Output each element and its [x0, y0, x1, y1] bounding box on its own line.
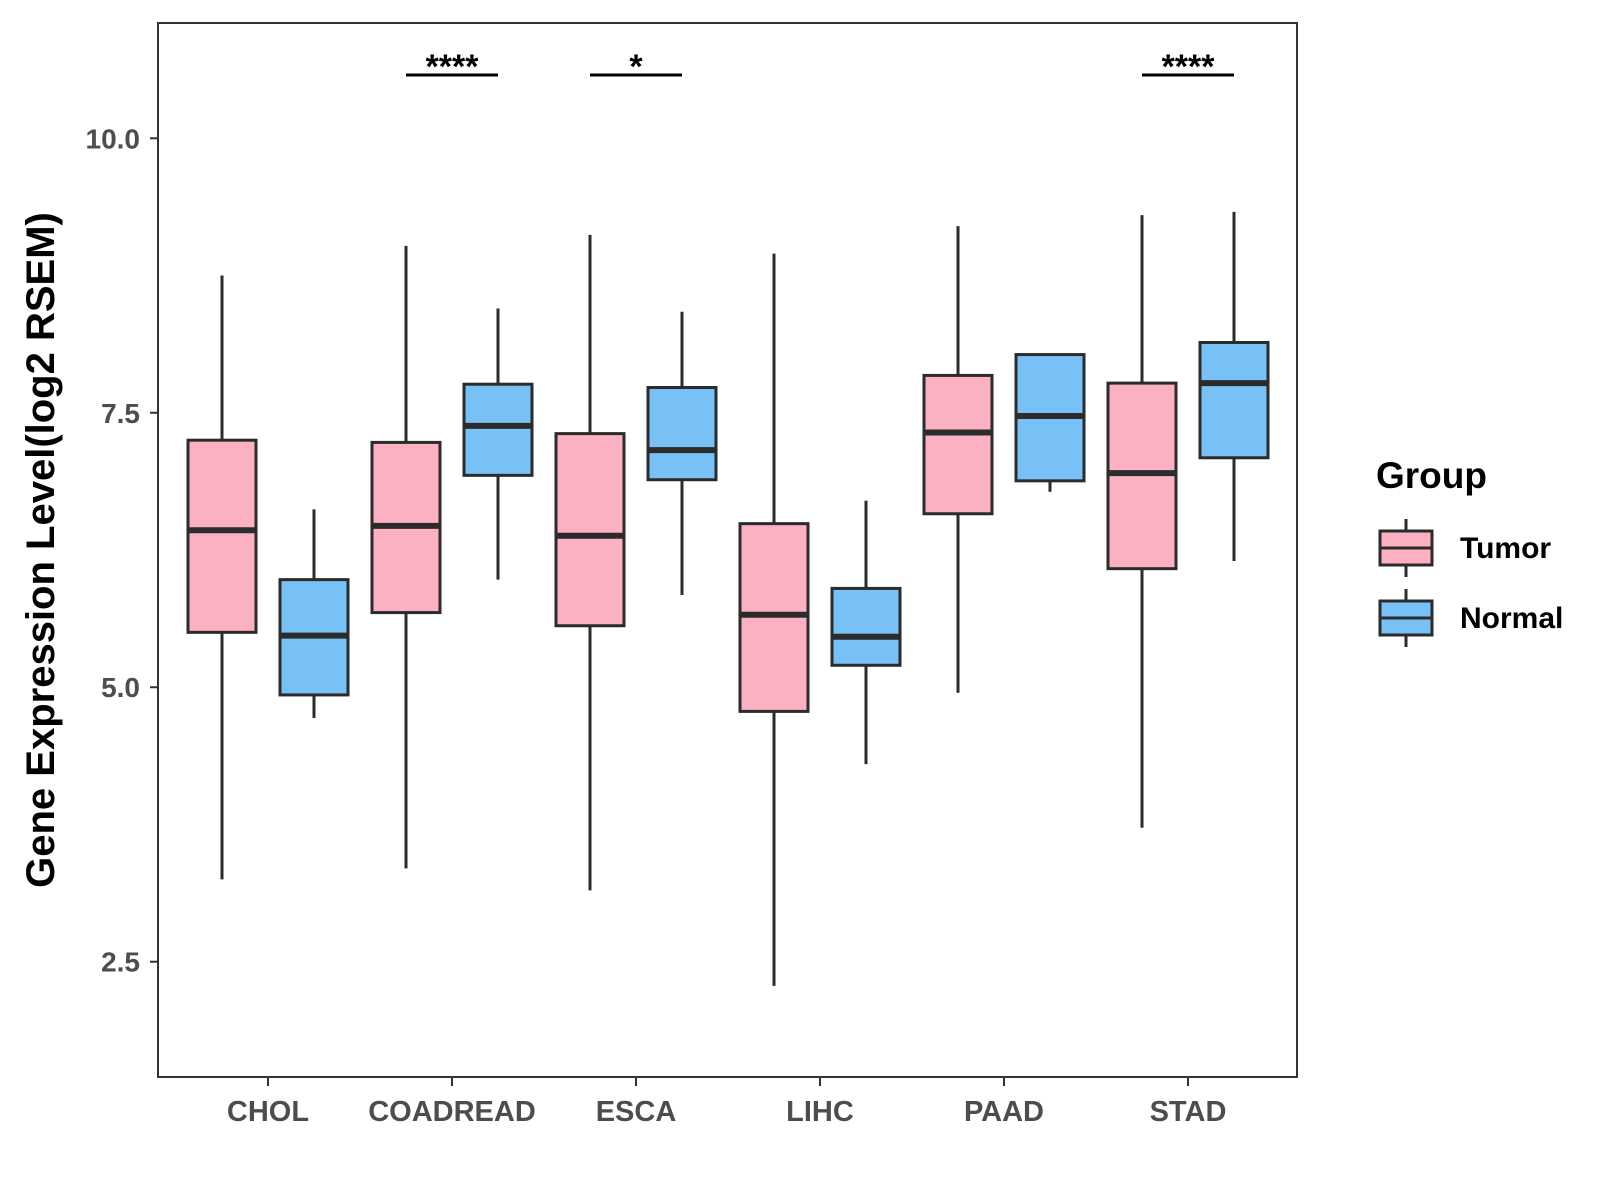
box-tumor-paad: [922, 226, 994, 693]
box-normal-lihc: [830, 500, 902, 765]
box-tumor-coadread: [370, 245, 442, 869]
box-body: [186, 438, 258, 634]
x-tick-label: COADREAD: [368, 1096, 536, 1128]
box-normal-paad: [1014, 353, 1086, 492]
box-normal-stad: [1198, 211, 1270, 561]
box-body: [1198, 340, 1270, 460]
significance-stad: ****: [1142, 48, 1234, 86]
significance-label: ****: [1162, 48, 1216, 86]
legend-label: Tumor: [1460, 532, 1551, 565]
x-tick-label: ESCA: [596, 1096, 677, 1128]
legend-item-tumor: Tumor: [1378, 519, 1551, 577]
y-tick-label: 7.5: [101, 398, 140, 429]
box-normal-chol: [278, 509, 350, 718]
significance-esca: *: [590, 48, 682, 86]
box-tumor-esca: [554, 234, 626, 891]
box-body: [462, 382, 534, 477]
y-axis-title: Gene Expression Level(log2 RSEM): [19, 212, 63, 888]
plot-area: [186, 211, 1270, 986]
significance-label: *: [629, 48, 643, 86]
legend-item-normal: Normal: [1378, 589, 1563, 647]
x-tick-label: PAAD: [964, 1096, 1044, 1128]
x-tick-label: LIHC: [786, 1096, 854, 1128]
x-tick-label: STAD: [1150, 1096, 1227, 1128]
box-normal-esca: [646, 311, 718, 596]
legend-label: Normal: [1460, 602, 1563, 635]
box-body: [922, 373, 994, 516]
box-body: [646, 386, 718, 482]
box-tumor-lihc: [738, 253, 810, 986]
panel-border: [157, 22, 1298, 1078]
y-tick-label: 10.0: [86, 123, 141, 154]
x-axis: CHOL COADREAD ESCA LIHC PAAD STAD: [227, 1077, 1226, 1128]
significance-label: ****: [426, 48, 480, 86]
legend: Group Tumor Normal: [1376, 455, 1563, 647]
significance-annotations: **** * ****: [406, 48, 1234, 86]
y-tick-label: 2.5: [101, 947, 140, 978]
y-tick-label: 5.0: [101, 672, 140, 703]
y-axis: 2.5 5.0 7.5 10.0: [86, 123, 158, 978]
box-tumor-chol: [186, 275, 258, 880]
box-normal-coadread: [462, 308, 534, 580]
box-tumor-stad: [1106, 215, 1178, 828]
box-body: [554, 432, 626, 628]
x-tick-label: CHOL: [227, 1096, 309, 1128]
significance-coadread: ****: [406, 48, 498, 86]
box-body: [830, 586, 902, 667]
legend-title: Group: [1376, 455, 1487, 496]
